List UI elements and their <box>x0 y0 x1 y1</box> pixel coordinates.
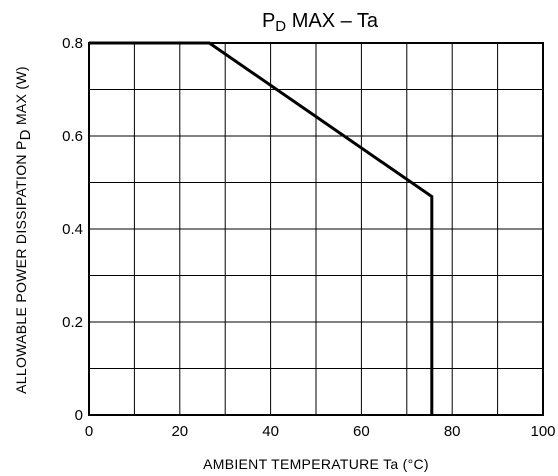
x-tick-label: 100 <box>530 423 555 440</box>
x-tick-label: 40 <box>262 423 279 440</box>
chart-title-rest: MAX – Ta <box>286 10 379 32</box>
y-axis-title-main: ALLOWABLE POWER DISSIPATION P <box>13 140 29 394</box>
y-axis-title-subscript: D <box>17 129 34 140</box>
chart-title-main: P <box>262 10 275 32</box>
series-group <box>89 41 434 415</box>
y-tick-label: 0.2 <box>62 314 83 331</box>
y-tick-label: 0.6 <box>62 128 83 145</box>
x-tick-label: 80 <box>444 423 461 440</box>
y-tick-label: 0.4 <box>62 221 83 238</box>
tick-labels: 0 20 40 60 80 100 0 0.2 0.4 0.6 0.8 <box>62 35 555 440</box>
x-tick-label: 60 <box>353 423 370 440</box>
plot-frame <box>88 42 544 416</box>
y-axis-title: ALLOWABLE POWER DISSIPATION PD MAX (W) <box>13 66 34 394</box>
grid-lines <box>89 43 543 415</box>
y-axis-title-rest: MAX (W) <box>13 66 29 129</box>
chart-title-subscript: D <box>275 18 286 35</box>
series-line <box>89 41 434 415</box>
chart-title: PD MAX – Ta <box>262 10 379 35</box>
x-tick-label: 20 <box>171 423 188 440</box>
y-tick-label: 0 <box>75 407 83 424</box>
x-tick-label: 0 <box>85 423 93 440</box>
y-tick-label: 0.8 <box>62 35 83 52</box>
x-axis-title: AMBIENT TEMPERATURE Ta (°C) <box>203 456 429 472</box>
